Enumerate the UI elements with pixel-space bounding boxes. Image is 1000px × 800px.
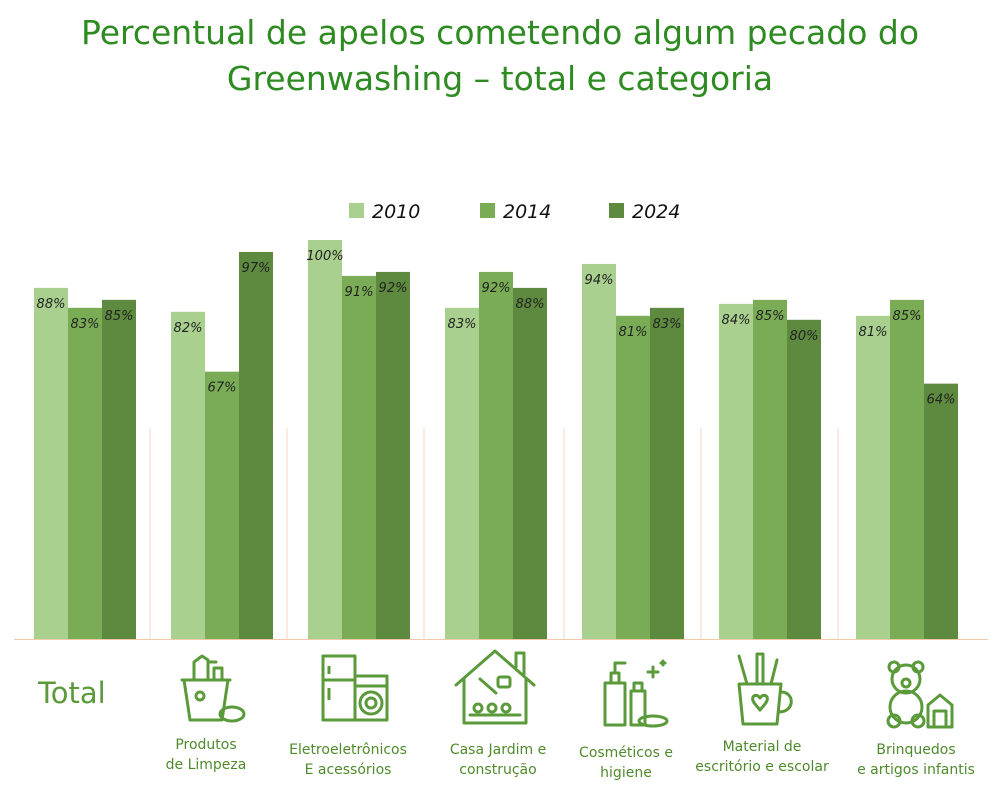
category-label-line: Eletroeletrônicos	[289, 742, 407, 758]
bar-2010	[171, 311, 205, 639]
bar-2024	[102, 299, 136, 639]
data-label-2010: 88%	[37, 297, 66, 312]
bar-2014	[479, 271, 513, 639]
category-label-brinquedos: Brinquedos e artigos infantis	[846, 740, 986, 780]
bar-2014	[68, 307, 102, 639]
pencil-cup-icon	[737, 652, 793, 726]
category-label-cosmeticos: Cosméticos e higiene	[556, 743, 696, 783]
data-label-2010: 100%	[306, 249, 343, 264]
data-label-2010: 81%	[859, 325, 888, 340]
category-label-line: Material de	[722, 739, 802, 755]
bar-2010	[34, 287, 68, 639]
appliances-icon	[321, 654, 389, 722]
data-label-2010: 82%	[174, 321, 203, 336]
data-label-2024: 85%	[105, 309, 134, 324]
legend-label-2024: 2024	[632, 201, 680, 223]
data-label-2014: 67%	[208, 381, 237, 396]
legend-label-2014: 2014	[503, 201, 551, 223]
data-label-2010: 83%	[448, 317, 477, 332]
bar-2014	[753, 299, 787, 639]
teddy-bear-icon	[886, 660, 954, 729]
bar-2024	[924, 383, 958, 639]
category-label-line: construção	[459, 762, 537, 778]
bar-2014	[890, 299, 924, 639]
category-label-line: Cosméticos e	[579, 745, 673, 761]
category-label-line: Produtos	[175, 737, 237, 753]
cosmetics-icon	[603, 659, 669, 728]
category-label-line: Casa Jardim e	[449, 742, 547, 758]
category-label-casa-jardim: Casa Jardim e construção	[428, 740, 568, 780]
chart-title-line-1: Percentual de apelos cometendo algum pec…	[80, 13, 920, 52]
data-label-2014: 91%	[345, 285, 374, 300]
data-label-2024: 64%	[927, 393, 956, 408]
data-label-2024: 92%	[379, 281, 408, 296]
category-label-total: Total	[38, 676, 106, 710]
data-label-2010: 94%	[585, 273, 614, 288]
data-label-2014: 85%	[893, 309, 922, 324]
house-garden-icon	[454, 649, 536, 725]
chart-title-line-2: Greenwashing – total e categoria	[226, 59, 774, 98]
bar-2014	[616, 315, 650, 639]
data-label-2024: 97%	[242, 261, 271, 276]
data-label-2014: 81%	[619, 325, 648, 340]
data-label-2014: 85%	[756, 309, 785, 324]
category-label-line: higiene	[600, 765, 652, 781]
bar-2024	[787, 319, 821, 639]
bar-2014	[205, 371, 239, 639]
bar-2024	[376, 271, 410, 639]
data-label-2024: 80%	[790, 329, 819, 344]
category-label-produtos-limpeza: Produtos de Limpeza	[136, 735, 276, 775]
legend-swatch-2014	[480, 203, 495, 218]
bar-2014	[342, 275, 376, 639]
category-label-material-escritorio: Material de escritório e escolar	[692, 737, 832, 777]
category-label-line: E acessórios	[304, 762, 392, 778]
bar-2010	[308, 240, 342, 639]
legend-label-2010: 2010	[372, 201, 420, 223]
legend-swatch-2024	[609, 203, 624, 218]
data-label-2014: 92%	[482, 281, 511, 296]
bar-2010	[582, 263, 616, 639]
category-label-line: Brinquedos	[876, 742, 956, 758]
category-label-line: de Limpeza	[165, 757, 247, 773]
category-label-line: escritório e escolar	[695, 759, 829, 775]
bar-2024	[239, 251, 273, 639]
cleaning-bucket-icon	[180, 654, 246, 723]
bar-2010	[719, 303, 753, 639]
legend-swatch-2010	[349, 203, 364, 218]
data-label-2024: 88%	[516, 297, 545, 312]
bar-2010	[856, 315, 890, 639]
bar-2024	[650, 307, 684, 639]
chart-title: Percentual de apelos cometendo algum pec…	[0, 10, 1000, 102]
bar-2024	[513, 287, 547, 639]
data-label-2014: 83%	[71, 317, 100, 332]
data-label-2024: 83%	[653, 317, 682, 332]
bar-2010	[445, 307, 479, 639]
data-label-2010: 84%	[722, 313, 751, 328]
category-label-eletroeletronicos: Eletroeletrônicos E acessórios	[278, 740, 418, 780]
category-label-line: e artigos infantis	[857, 762, 975, 778]
